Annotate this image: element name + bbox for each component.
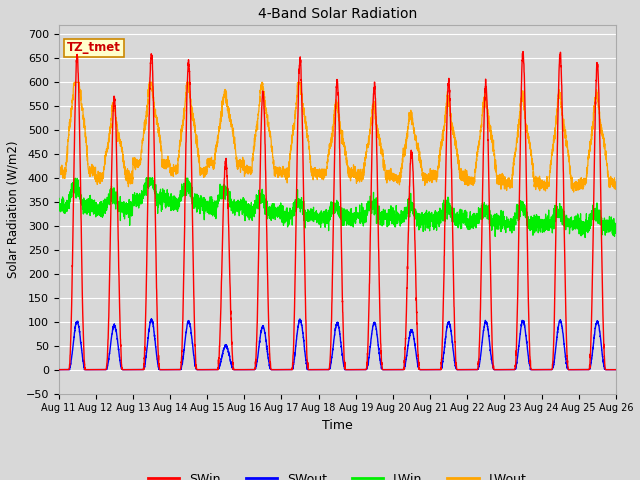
Legend: SWin, SWout, LWin, LWout: SWin, SWout, LWin, LWout [143,468,532,480]
Y-axis label: Solar Radiation (W/m2): Solar Radiation (W/m2) [7,141,20,278]
Title: 4-Band Solar Radiation: 4-Band Solar Radiation [257,7,417,21]
Text: TZ_tmet: TZ_tmet [67,41,121,55]
X-axis label: Time: Time [322,419,353,432]
